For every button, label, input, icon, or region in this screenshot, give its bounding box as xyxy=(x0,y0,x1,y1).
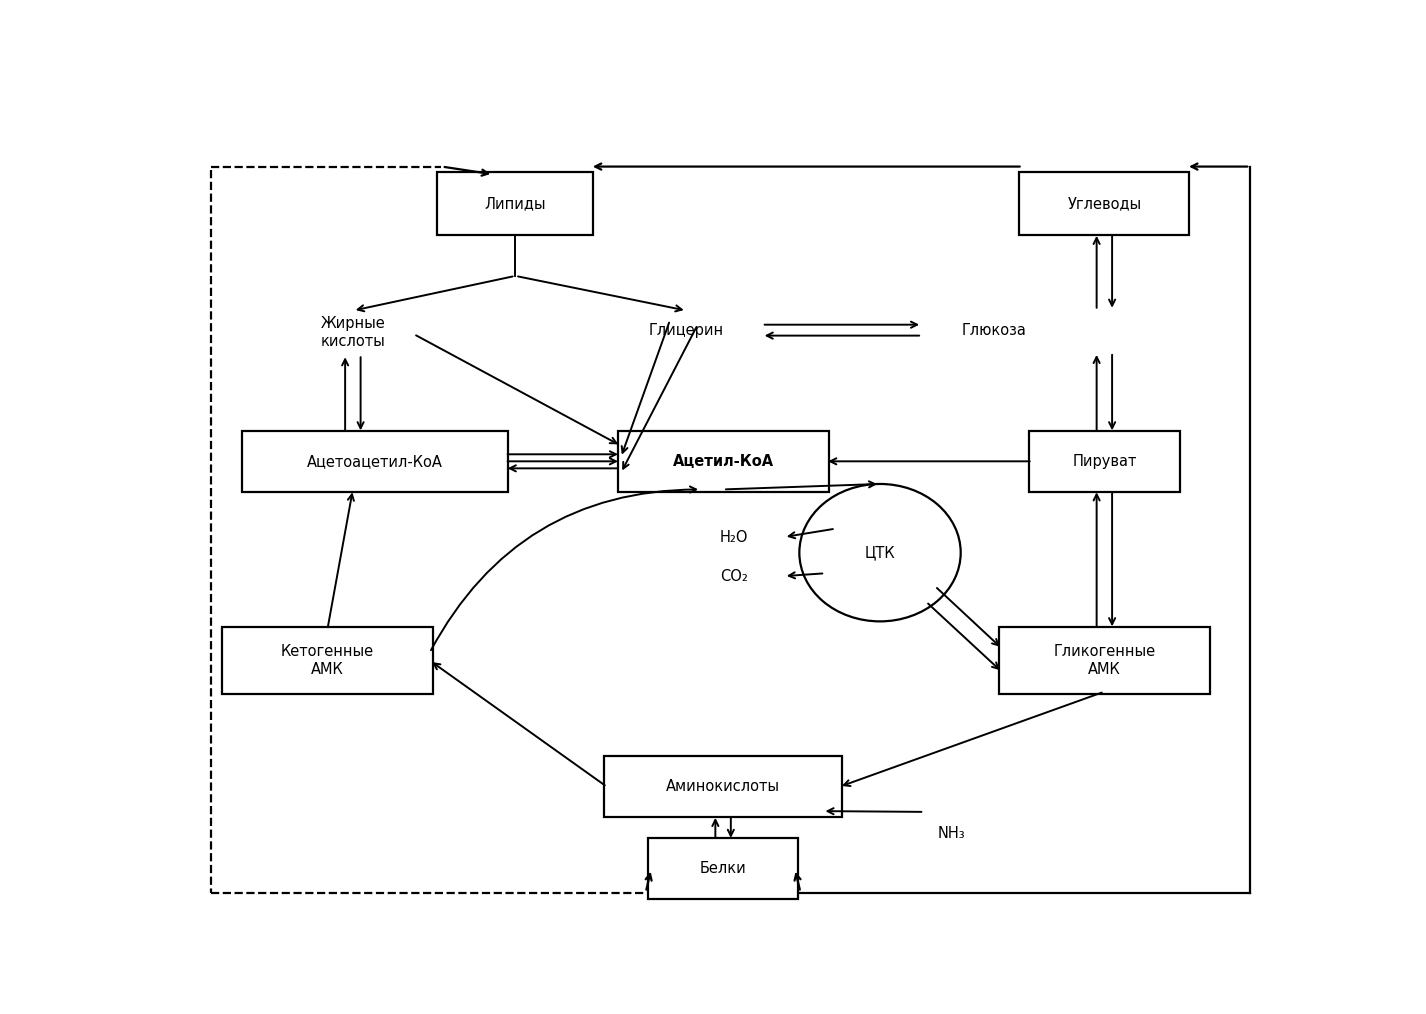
FancyBboxPatch shape xyxy=(998,627,1209,694)
Text: Глицерин: Глицерин xyxy=(649,322,724,338)
FancyBboxPatch shape xyxy=(222,627,434,694)
Text: Кетогенные
АМК: Кетогенные АМК xyxy=(281,644,374,676)
Text: Глюкоза: Глюкоза xyxy=(961,322,1027,338)
Text: Жирные
кислоты: Жирные кислоты xyxy=(321,316,385,349)
FancyBboxPatch shape xyxy=(1020,172,1189,235)
Text: Гликогенные
АМК: Гликогенные АМК xyxy=(1054,644,1155,676)
Text: Углеводы: Углеводы xyxy=(1067,196,1141,211)
FancyBboxPatch shape xyxy=(438,172,593,235)
Text: Ацетоацетил-КоА: Ацетоацетил-КоА xyxy=(307,454,443,468)
Ellipse shape xyxy=(800,484,961,622)
Text: NH₃: NH₃ xyxy=(938,826,965,842)
Text: CO₂: CO₂ xyxy=(720,569,749,584)
FancyBboxPatch shape xyxy=(242,431,508,492)
Text: Ацетил-КоА: Ацетил-КоА xyxy=(673,454,774,468)
FancyBboxPatch shape xyxy=(1030,431,1179,492)
Text: Аминокислоты: Аминокислоты xyxy=(666,780,780,794)
Text: Пируват: Пируват xyxy=(1072,454,1137,468)
FancyBboxPatch shape xyxy=(647,839,799,899)
Text: H₂O: H₂O xyxy=(720,529,749,545)
FancyBboxPatch shape xyxy=(603,756,843,817)
Text: Белки: Белки xyxy=(700,861,746,876)
FancyBboxPatch shape xyxy=(617,431,829,492)
Text: ЦТК: ЦТК xyxy=(864,546,896,560)
Text: Липиды: Липиды xyxy=(485,196,546,211)
